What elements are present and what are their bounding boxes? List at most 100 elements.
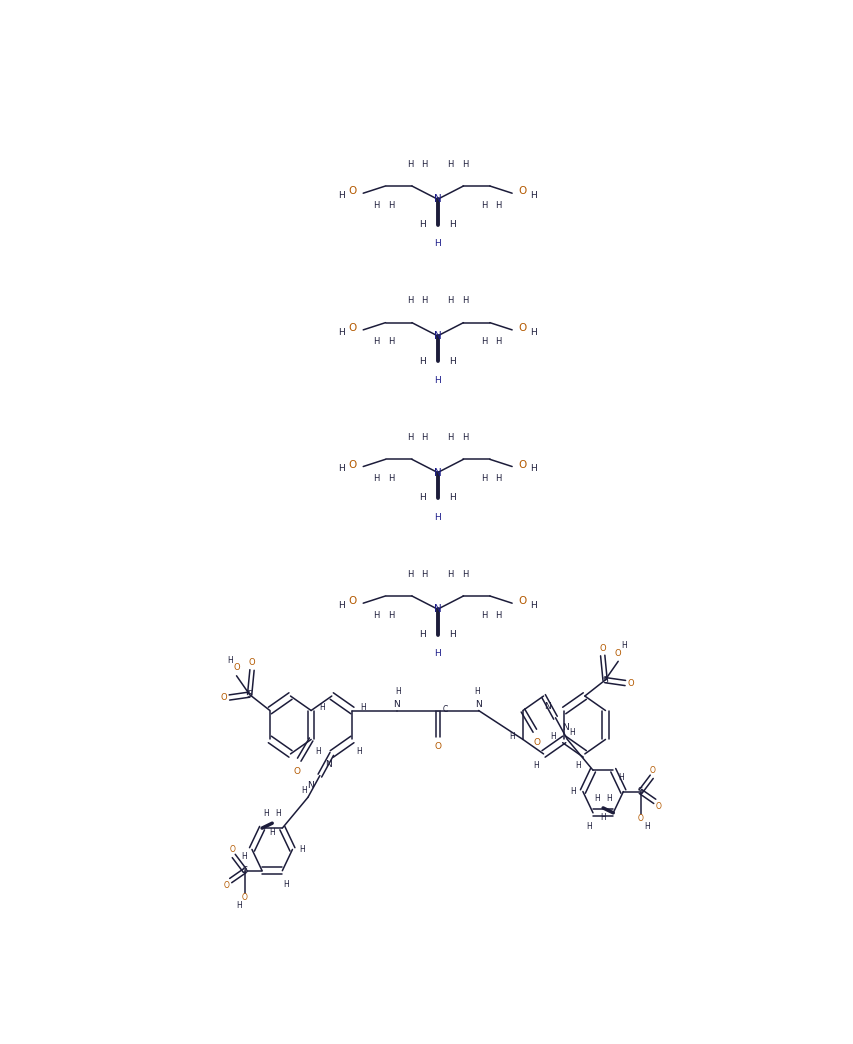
Text: H: H [419, 494, 426, 502]
Text: H: H [449, 494, 456, 502]
Text: O: O [220, 693, 226, 702]
Text: H: H [373, 611, 380, 620]
Text: H: H [449, 220, 456, 229]
Text: H: H [480, 337, 486, 347]
Text: H: H [388, 611, 394, 620]
Text: O: O [627, 679, 634, 688]
Text: H: H [533, 761, 538, 770]
Text: O: O [223, 881, 229, 889]
Text: C: C [442, 705, 447, 713]
Text: O: O [649, 766, 655, 775]
Text: O: O [229, 846, 235, 854]
Text: N: N [306, 781, 313, 790]
Text: H: H [530, 328, 537, 337]
Text: O: O [433, 742, 441, 752]
Text: H: H [421, 570, 427, 578]
Text: H: H [461, 570, 468, 578]
Text: H: H [620, 641, 626, 650]
Text: H: H [495, 200, 502, 210]
Text: H: H [338, 328, 345, 337]
Text: O: O [637, 814, 643, 823]
Text: H: H [495, 474, 502, 483]
Text: H: H [241, 852, 247, 861]
Text: H: H [447, 160, 453, 169]
Text: H: H [508, 732, 514, 741]
Text: O: O [248, 659, 255, 667]
Text: H: H [550, 732, 555, 741]
Text: H: H [480, 611, 486, 620]
Text: O: O [599, 644, 606, 652]
Text: H: H [585, 822, 591, 831]
Text: H: H [434, 239, 440, 248]
Text: H: H [421, 433, 427, 442]
Text: H: H [480, 200, 486, 210]
Text: H: H [388, 200, 394, 210]
Text: H: H [530, 465, 537, 473]
Text: O: O [655, 802, 660, 811]
Text: N: N [433, 331, 441, 341]
Text: O: O [518, 459, 526, 470]
Text: H: H [434, 513, 440, 522]
Text: H: H [434, 649, 440, 659]
Text: H: H [338, 191, 345, 200]
Text: H: H [600, 813, 606, 822]
Text: H: H [419, 357, 426, 365]
Text: H: H [319, 703, 324, 712]
Text: S: S [247, 690, 252, 699]
Text: H: H [373, 474, 380, 483]
Text: H: H [338, 465, 345, 473]
Text: O: O [348, 596, 357, 607]
Text: H: H [449, 357, 456, 365]
Text: O: O [348, 323, 357, 333]
Text: H: H [406, 296, 413, 306]
Text: H: H [406, 433, 413, 442]
Text: H: H [569, 787, 575, 796]
Text: H: H [449, 630, 456, 639]
Text: H: H [299, 845, 305, 854]
Text: H: H [235, 901, 241, 910]
Text: N: N [393, 701, 400, 709]
Text: H: H [461, 160, 468, 169]
Text: H: H [606, 794, 611, 803]
Text: H: H [421, 160, 427, 169]
Text: H: H [373, 200, 380, 210]
Text: H: H [264, 809, 269, 818]
Text: S: S [637, 787, 642, 796]
Text: N: N [433, 468, 441, 477]
Text: H: H [643, 822, 649, 831]
Text: O: O [518, 187, 526, 196]
Text: O: O [518, 323, 526, 333]
Text: H: H [360, 703, 366, 712]
Text: H: H [283, 880, 289, 888]
Text: O: O [241, 894, 247, 902]
Text: H: H [300, 786, 306, 796]
Text: H: H [315, 746, 321, 756]
Text: H: H [275, 809, 281, 818]
Text: H: H [419, 630, 426, 639]
Text: H: H [447, 433, 453, 442]
Text: H: H [421, 296, 427, 306]
Text: H: H [357, 746, 362, 756]
Text: N: N [433, 604, 441, 614]
Text: H: H [495, 611, 502, 620]
Text: H: H [406, 570, 413, 578]
Text: O: O [614, 649, 621, 658]
Text: O: O [518, 596, 526, 607]
Text: N: N [474, 701, 481, 709]
Text: H: H [480, 474, 486, 483]
Text: H: H [338, 601, 345, 610]
Text: H: H [574, 761, 580, 770]
Text: H: H [461, 296, 468, 306]
Text: O: O [293, 766, 300, 776]
Text: H: H [594, 794, 600, 803]
Text: H: H [388, 474, 394, 483]
Text: H: H [447, 570, 453, 578]
Text: H: H [419, 220, 426, 229]
Text: H: H [406, 160, 413, 169]
Text: H: H [434, 376, 440, 385]
Text: H: H [474, 687, 479, 696]
Text: H: H [530, 191, 537, 200]
Text: N: N [433, 194, 441, 205]
Text: H: H [395, 687, 400, 696]
Text: H: H [388, 337, 394, 347]
